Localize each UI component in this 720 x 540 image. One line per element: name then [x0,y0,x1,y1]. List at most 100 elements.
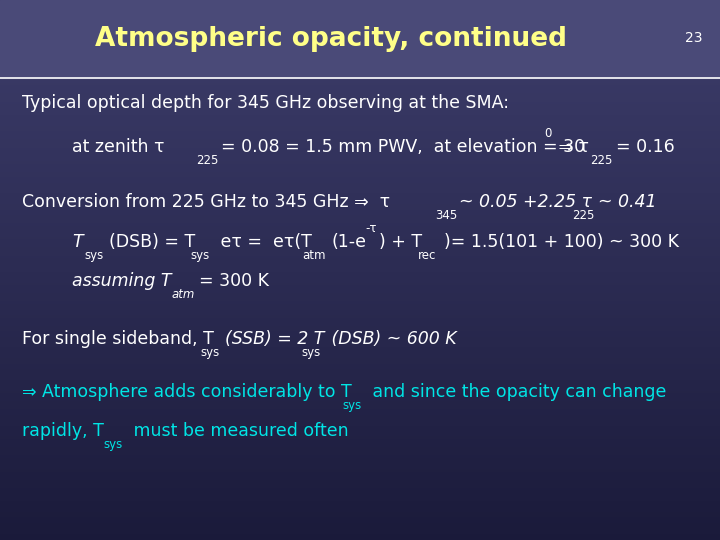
Bar [0,165,720,167]
Text: 225: 225 [572,208,595,222]
Bar [0,308,720,310]
Text: sys: sys [200,346,220,359]
Bar [0,267,720,270]
Bar [0,356,720,359]
Text: 0: 0 [544,127,552,140]
Text: 23: 23 [685,31,702,45]
Bar [0,170,720,173]
Bar [0,38,720,40]
Text: ⇒ τ: ⇒ τ [553,138,589,156]
Bar [0,51,720,54]
Bar [0,281,720,284]
Bar [0,400,720,402]
Bar [0,513,720,516]
Text: (DSB) = T: (DSB) = T [109,233,196,251]
Bar [0,230,720,232]
Bar [0,113,720,116]
Bar [0,94,720,97]
Bar [0,116,720,119]
Bar [0,8,720,11]
Bar [0,327,720,329]
Text: -τ: -τ [366,222,377,235]
Bar [0,529,720,532]
Bar [0,265,720,267]
Bar [0,127,720,130]
Bar [0,367,720,370]
Text: assuming T: assuming T [72,272,171,290]
Bar [0,410,720,413]
Bar [0,238,720,240]
Bar [0,486,720,489]
Bar [0,146,720,148]
Bar [0,243,720,246]
Bar [0,76,720,78]
Bar [0,162,720,165]
Bar [0,167,720,170]
Bar [0,65,720,68]
Bar [0,405,720,408]
Bar [0,392,720,394]
Bar [0,192,720,194]
Bar [0,389,720,392]
Bar [0,68,720,70]
Text: = 0.16: = 0.16 [616,138,675,156]
Bar [0,310,720,313]
Text: = 300 K: = 300 K [199,272,269,290]
Bar [0,362,720,364]
Bar [0,313,720,316]
Bar [0,5,720,8]
Bar [0,448,720,451]
Bar [0,11,720,14]
Text: sys: sys [103,437,122,451]
Bar [0,16,720,19]
Bar [0,97,720,100]
Bar [0,537,720,540]
Bar [0,81,720,84]
Bar [0,483,720,486]
Bar [0,54,720,57]
Bar [0,348,720,351]
Bar [0,178,720,181]
Bar [0,32,720,35]
Bar [0,408,720,410]
Bar [0,138,720,140]
Bar [0,427,720,429]
Bar [0,378,720,381]
Bar [0,332,720,335]
Text: ) + T: ) + T [379,233,422,251]
Text: T: T [72,233,83,251]
Bar [0,421,720,424]
Bar [0,505,720,508]
Bar [0,435,720,437]
Bar [0,227,720,229]
Text: (DSB) ~ 600 K: (DSB) ~ 600 K [326,330,456,348]
Bar [0,289,720,292]
Bar [0,478,720,481]
Bar [0,140,720,143]
Bar [0,526,720,529]
Bar [0,386,720,389]
Bar [0,278,720,281]
Bar [0,383,720,386]
Bar [0,359,720,362]
Bar [0,351,720,354]
Bar [0,424,720,427]
Bar [0,500,720,502]
Bar [0,89,720,92]
Bar [0,319,720,321]
Bar [0,324,720,327]
Bar [0,459,720,462]
Bar [0,43,720,46]
Text: eτ =  eτ(T: eτ = eτ(T [215,233,312,251]
Text: atm: atm [171,288,194,301]
Bar [0,27,720,30]
Bar [0,181,720,184]
Bar [0,489,720,491]
Text: atm: atm [302,249,326,262]
Bar [0,70,720,73]
Bar [0,375,720,378]
Bar [0,221,720,224]
Bar [0,364,720,367]
Text: at zenith τ: at zenith τ [72,138,164,156]
Bar [0,462,720,464]
